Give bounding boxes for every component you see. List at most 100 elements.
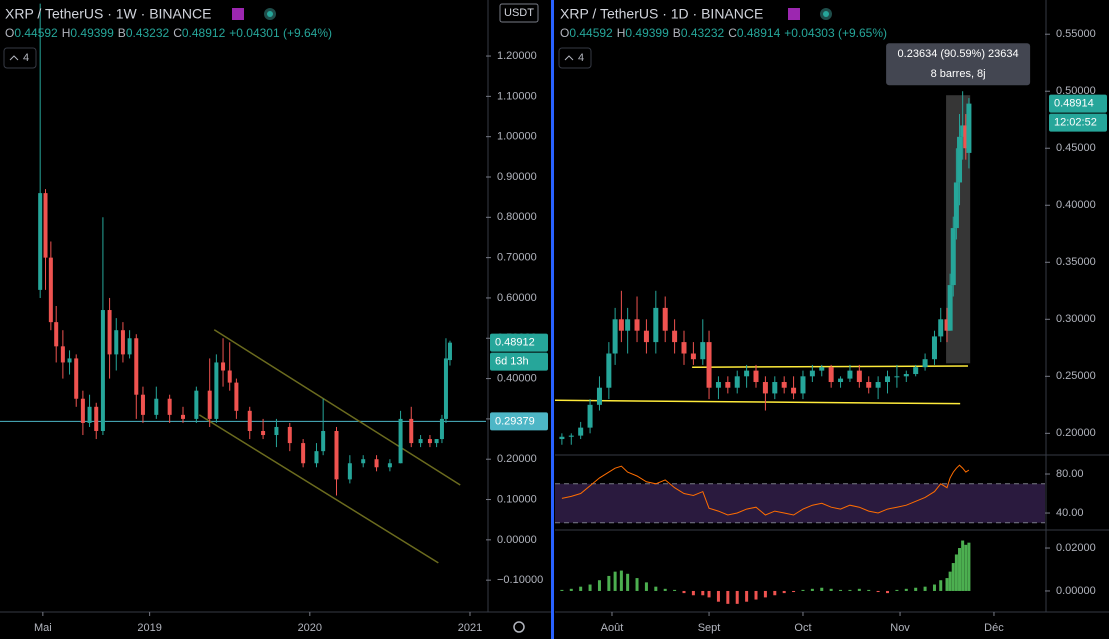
candle-body (167, 398, 172, 415)
histogram-bar (886, 590, 890, 594)
y-tick-label: −0.10000 (497, 574, 543, 586)
y-tick-label: 0.70000 (497, 252, 537, 264)
candle-body (114, 330, 119, 355)
x-tick-label: 2020 (298, 622, 322, 634)
candle-body (74, 358, 79, 399)
candle-body (398, 418, 403, 464)
status-dot-core (823, 11, 829, 17)
candle-body (856, 370, 862, 383)
candle-body (107, 310, 112, 355)
y-tick-label: 0.45000 (1056, 142, 1096, 154)
candle-body (922, 359, 928, 368)
candle-body (596, 387, 602, 405)
candle-body (634, 319, 640, 331)
candle-body (100, 310, 105, 431)
price-line-label-box (490, 412, 548, 431)
trendline (554, 399, 961, 405)
indicators-toggle[interactable] (558, 47, 592, 69)
chart-title: XRP / TetherUS · 1W · BINANCE (5, 6, 211, 22)
candle-body (587, 404, 593, 428)
candle-body (612, 319, 618, 354)
histogram-bar (654, 586, 658, 591)
candle-body (247, 410, 252, 431)
y-tick-label: 0.30000 (1056, 313, 1096, 325)
candle-body (287, 426, 292, 444)
candle-body (418, 439, 423, 444)
layout-divider (551, 0, 554, 639)
y-tick-label: 0.20000 (1056, 427, 1096, 439)
flag-icon[interactable] (788, 8, 800, 20)
ohlc-change: +0.04303 (+9.65%) (784, 26, 887, 40)
flag-icon[interactable] (232, 8, 244, 20)
candle-body (409, 418, 414, 444)
trendline (198, 414, 439, 564)
candle-body (966, 103, 972, 153)
ohlc-label: B (118, 26, 126, 40)
candle-body (127, 338, 132, 355)
y-tick-label: 0.35000 (1056, 256, 1096, 268)
histogram-bar (635, 578, 639, 591)
trendline (213, 329, 461, 486)
candle-body (819, 367, 825, 371)
histogram-bar (951, 563, 955, 591)
countdown-box (490, 352, 548, 371)
candle-body (207, 390, 212, 419)
ohlc-value: 0.49399 (70, 26, 114, 40)
candle-body (734, 376, 740, 388)
currency-box[interactable] (499, 3, 539, 23)
histogram-bar (726, 590, 730, 604)
histogram-bar (904, 588, 908, 591)
candle-body (154, 398, 159, 415)
candle-body (120, 330, 125, 355)
candle-body (347, 463, 352, 480)
x-tick-label: Oct (794, 622, 811, 634)
candle-body (606, 353, 612, 388)
candle-body (781, 382, 787, 388)
y-tick-label: 0.80000 (497, 211, 537, 223)
histogram-bar (701, 590, 705, 596)
candle-body (578, 427, 584, 436)
indicators-count: 4 (23, 52, 29, 64)
histogram-bar (663, 588, 667, 591)
y-tick-label: 40.00 (1056, 507, 1084, 519)
candle-body (321, 430, 326, 452)
measure-label-box (886, 43, 1031, 86)
candle-body (559, 436, 565, 440)
last-price-label: 0.48912 (495, 337, 535, 349)
candle-body (214, 362, 219, 419)
ohlc-legend: O0.44592 H0.49399 B0.43232 C0.48914 +0.04303… (560, 26, 887, 40)
y-tick-label: 80.00 (1056, 468, 1084, 480)
settings-icon[interactable] (513, 621, 525, 633)
histogram-bar (958, 548, 962, 591)
x-tick-label: 2019 (137, 622, 161, 634)
histogram-bar (707, 590, 711, 598)
histogram-bar (735, 590, 739, 604)
candle-body (443, 358, 448, 419)
histogram-bar (716, 590, 720, 602)
candle-body (772, 382, 778, 394)
x-tick-label: Nov (890, 622, 910, 634)
candle-body (181, 414, 186, 419)
indicators-toggle[interactable] (3, 47, 37, 69)
candle-body (809, 370, 815, 377)
candle-body (706, 342, 712, 388)
x-tick-label: Mai (34, 622, 52, 634)
countdown-box (1049, 113, 1107, 132)
measure-label: 0.23634 (90.59%) 23634 (898, 48, 1019, 60)
candle-body (447, 342, 452, 361)
last-price-box (1049, 94, 1107, 113)
y-tick-label: 0.55000 (1056, 28, 1096, 40)
histogram-bar (619, 570, 623, 591)
candle-body (274, 426, 279, 436)
histogram-bar (923, 586, 927, 591)
histogram-bar (613, 571, 617, 591)
y-tick-label: 0.90000 (497, 171, 537, 183)
histogram-bar (745, 590, 749, 602)
histogram-bar (801, 589, 805, 591)
candle-body (963, 125, 969, 149)
candle-body (725, 382, 731, 388)
histogram-bar (967, 542, 971, 591)
candle-body (140, 394, 145, 415)
histogram-bar (839, 589, 843, 591)
ohlc-label: C (173, 26, 182, 40)
